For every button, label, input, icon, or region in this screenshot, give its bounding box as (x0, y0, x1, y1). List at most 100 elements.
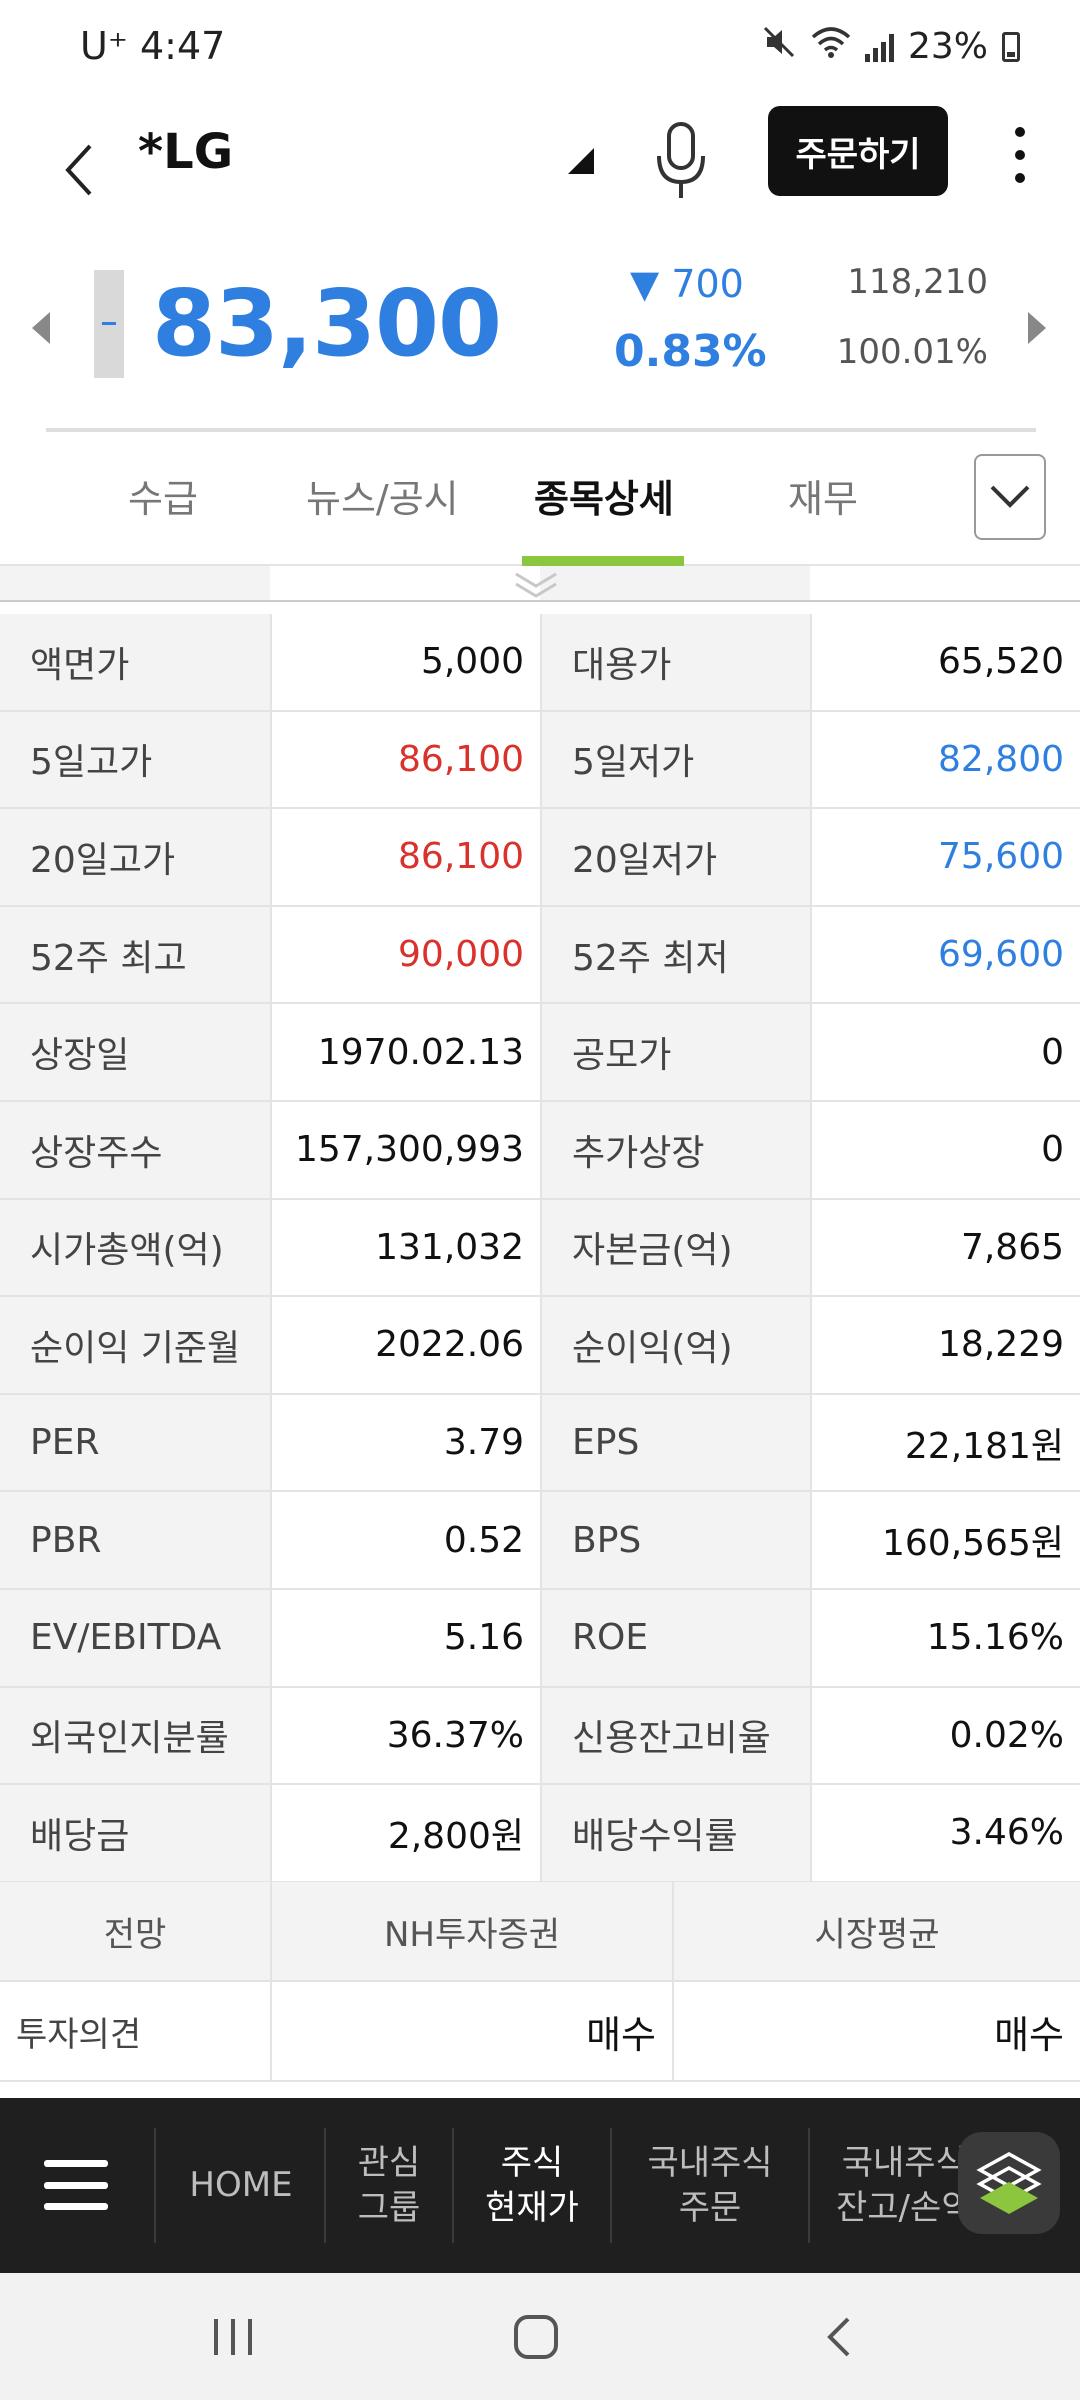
more-menu-icon[interactable] (1000, 120, 1040, 190)
stock-name[interactable]: *LG (138, 124, 234, 180)
tab-financials[interactable]: 재무 (788, 477, 858, 521)
row-label: 자본금(억) (540, 1199, 810, 1296)
table-row: 액면가 5,000 대용가 65,520 (0, 614, 1080, 712)
nav-home[interactable]: HOME (189, 2165, 293, 2206)
layers-icon[interactable] (958, 2132, 1060, 2234)
row-label: 대용가 (540, 614, 810, 710)
row-label: 20일고가 (0, 809, 270, 905)
scroll-hint-chevron-icon (506, 568, 566, 604)
previous-stock-arrow-icon[interactable] (32, 312, 50, 344)
battery-icon (1002, 31, 1020, 62)
row-label: 52주 최저 (540, 906, 810, 1003)
row-label: 공모가 (540, 1004, 810, 1100)
tab-stock-detail[interactable]: 종목상세 (534, 477, 674, 521)
row-label: 20일저가 (540, 809, 810, 905)
nav-domestic-order[interactable]: 국내주식 주문 (612, 2098, 808, 2273)
table-row: 순이익 기준월 2022.06 순이익(억) 18,229 (0, 1297, 1080, 1395)
current-price: 83,300 (152, 270, 502, 377)
wifi-icon (811, 25, 851, 68)
row-value: 2022.06 (270, 1297, 540, 1393)
row-value: 0 (810, 1101, 1080, 1198)
table-row: PBR 0.52 BPS 160,565원 (0, 1492, 1080, 1590)
nav-watch-group-label: 관심 그룹 (357, 2143, 421, 2228)
row-value: 75,600 (810, 809, 1080, 905)
row-label: PBR (0, 1492, 270, 1588)
row-value: 86,100 (270, 711, 540, 808)
row-label: 시가총액(억) (0, 1199, 270, 1296)
next-stock-arrow-icon[interactable] (1028, 312, 1046, 344)
row-value: 131,032 (270, 1199, 540, 1296)
row-label: 신용잔고비율 (540, 1687, 810, 1784)
row-label: 배당금 (0, 1785, 270, 1881)
stock-picker-triangle-icon[interactable] (568, 148, 594, 174)
table-row: PER 3.79 EPS 22,181원 (0, 1394, 1080, 1493)
row-value: 5.16 (270, 1589, 540, 1686)
row-label: ROE (540, 1589, 810, 1686)
row-label: 순이익(억) (540, 1297, 810, 1393)
chevron-left-icon (65, 144, 92, 196)
row-label: 액면가 (0, 614, 270, 710)
nav-domestic-balance[interactable]: 국내주식 잔고/손익 (812, 2098, 1048, 2273)
bottom-navigation: HOME 관심 그룹 주식 현재가 국내주식 주문 국내주식 잔고/손익 (0, 2098, 1080, 2273)
table-row: 52주 최고 90,000 52주 최저 69,600 (0, 906, 1080, 1005)
nav-stock-quote-label: 주식 현재가 (485, 2143, 579, 2228)
nav-divider (154, 2128, 156, 2243)
scrolled-table-row (0, 566, 1080, 602)
mute-icon (761, 24, 797, 69)
row-value: 0 (810, 1004, 1080, 1100)
back-button[interactable] (40, 120, 120, 220)
market-opinion: 매수 (672, 1982, 1080, 2080)
outlook-row-label: 투자의견 (16, 2014, 142, 2055)
row-value: 2,800원 (270, 1785, 540, 1881)
chevron-down-icon (990, 485, 1030, 508)
row-value: 5,000 (270, 614, 540, 710)
down-triangle-icon: ▼ (630, 262, 660, 306)
outlook-header-nh: NH투자증권 (270, 1882, 672, 1980)
order-button[interactable]: 주문하기 (768, 106, 948, 196)
row-value: 36.37% (270, 1687, 540, 1784)
row-label: PER (0, 1394, 270, 1491)
hamburger-menu-icon[interactable] (44, 2160, 108, 2210)
mini-candle-chart (94, 270, 124, 378)
row-value: 65,520 (810, 614, 1080, 710)
tab-expand-button[interactable] (974, 454, 1046, 540)
volume-ratio: 100.01% (836, 332, 988, 372)
row-value: 18,229 (810, 1297, 1080, 1393)
row-label: EPS (540, 1394, 810, 1491)
outlook-header-label: 전망 (103, 1914, 167, 1955)
row-value: 0.02% (810, 1687, 1080, 1784)
row-value: 1970.02.13 (270, 1004, 540, 1100)
back-nav-icon[interactable] (822, 2313, 858, 2361)
row-label: 상장일 (0, 1004, 270, 1100)
row-label: 52주 최고 (0, 906, 270, 1003)
trade-volume: 118,210 (847, 262, 988, 302)
outlook-header-row: 전망 NH투자증권 시장평균 (0, 1882, 1080, 1982)
table-row: 배당금 2,800원 배당수익률 3.46% (0, 1785, 1080, 1883)
nav-watch-group[interactable]: 관심 그룹 (326, 2098, 452, 2273)
system-navigation-bar (0, 2273, 1080, 2400)
nav-divider (808, 2128, 810, 2243)
row-label: 5일저가 (540, 711, 810, 808)
row-label: 외국인지분률 (0, 1687, 270, 1784)
table-row: 5일고가 86,100 5일저가 82,800 (0, 711, 1080, 810)
battery-level: 23% (907, 26, 988, 67)
recent-apps-icon[interactable] (210, 2315, 256, 2359)
row-value: 15.16% (810, 1589, 1080, 1686)
table-row: 상장주수 157,300,993 추가상장 0 (0, 1101, 1080, 1200)
price-change-percent: 0.83% (614, 326, 767, 377)
divider (46, 428, 1036, 432)
nav-stock-quote[interactable]: 주식 현재가 (454, 2098, 610, 2273)
home-icon[interactable] (512, 2313, 560, 2361)
row-label: 순이익 기준월 (0, 1297, 270, 1393)
nav-domestic-balance-label: 국내주식 잔고/손익 (836, 2143, 973, 2228)
row-label: EV/EBITDA (0, 1589, 270, 1686)
nh-opinion: 매수 (270, 1982, 672, 2080)
status-right: 23% (761, 24, 1020, 69)
row-label: 5일고가 (0, 711, 270, 808)
tab-supply-demand[interactable]: 수급 (128, 477, 198, 521)
row-value: 160,565원 (810, 1492, 1080, 1588)
tab-bar: 수급 뉴스/공시 종목상세 재무 (0, 440, 1080, 566)
nav-divider (324, 2128, 326, 2243)
microphone-icon[interactable] (650, 116, 712, 206)
tab-news[interactable]: 뉴스/공시 (306, 477, 459, 521)
